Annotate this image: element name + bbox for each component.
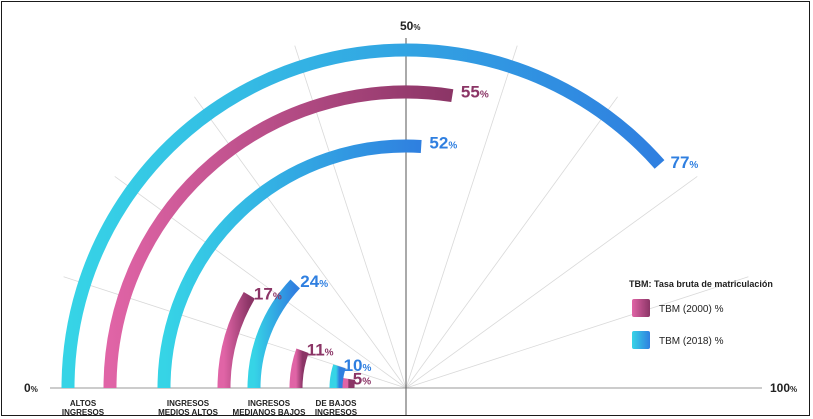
grid-ray xyxy=(405,176,698,389)
value-label-1-1: 52% xyxy=(429,134,457,153)
value-label-2-1: 24% xyxy=(300,272,328,291)
value-label-0-0: 55% xyxy=(461,83,489,102)
arc-2-series-1 xyxy=(247,279,300,389)
scale-labels: 0% 50% 100% xyxy=(24,19,797,395)
value-label-1-0: 17% xyxy=(254,284,282,303)
value-label-3-0: 5% xyxy=(353,369,371,388)
legend-label-1: TBM (2018) % xyxy=(659,336,724,347)
category-label-0: ALTOS INGRESOS xyxy=(62,399,105,416)
value-label-3-1: 10% xyxy=(344,356,372,375)
value-label-2-0: 11% xyxy=(307,340,334,359)
grid-lines xyxy=(50,38,762,415)
category-labels: ALTOS INGRESOS INGRESOS MEDIOS ALTOS INGRESO… xyxy=(62,399,358,416)
category-label-2: INGRESOS MEDIANOS BAJOS xyxy=(233,399,307,416)
legend-label-0: TBM (2000) % xyxy=(659,304,724,315)
scale-label-mid: 50% xyxy=(400,19,420,33)
arc-0-series-1 xyxy=(61,43,665,389)
data-labels: 55% 77% 17% 52% 11% 24% 5%10% xyxy=(254,83,699,389)
value-label-0-1: 77% xyxy=(671,153,699,172)
grid-ray xyxy=(405,276,749,389)
category-label-3: DE BAJOS INGRESOS xyxy=(315,399,358,416)
legend: TBM: Tasa bruta de matriculación TBM (200… xyxy=(629,279,773,349)
category-label-1: INGRESOS MEDIOS ALTOS xyxy=(158,399,219,416)
legend-swatch-0 xyxy=(632,299,650,317)
arc-0-series-0 xyxy=(103,85,454,389)
arc-2-series-0 xyxy=(289,348,309,389)
arc-1-series-1 xyxy=(157,139,422,389)
legend-swatch-1 xyxy=(632,331,650,349)
arc-1-series-0 xyxy=(217,292,255,389)
grid-ray xyxy=(405,96,618,389)
data-arcs xyxy=(61,43,665,389)
arc-3-series-1 xyxy=(329,364,346,389)
grid-ray xyxy=(405,45,518,389)
scale-label-max: 100% xyxy=(770,381,797,395)
scale-label-min: 0% xyxy=(24,381,38,395)
legend-title: TBM: Tasa bruta de matriculación xyxy=(629,279,773,289)
arc-3-series-0 xyxy=(341,377,356,389)
